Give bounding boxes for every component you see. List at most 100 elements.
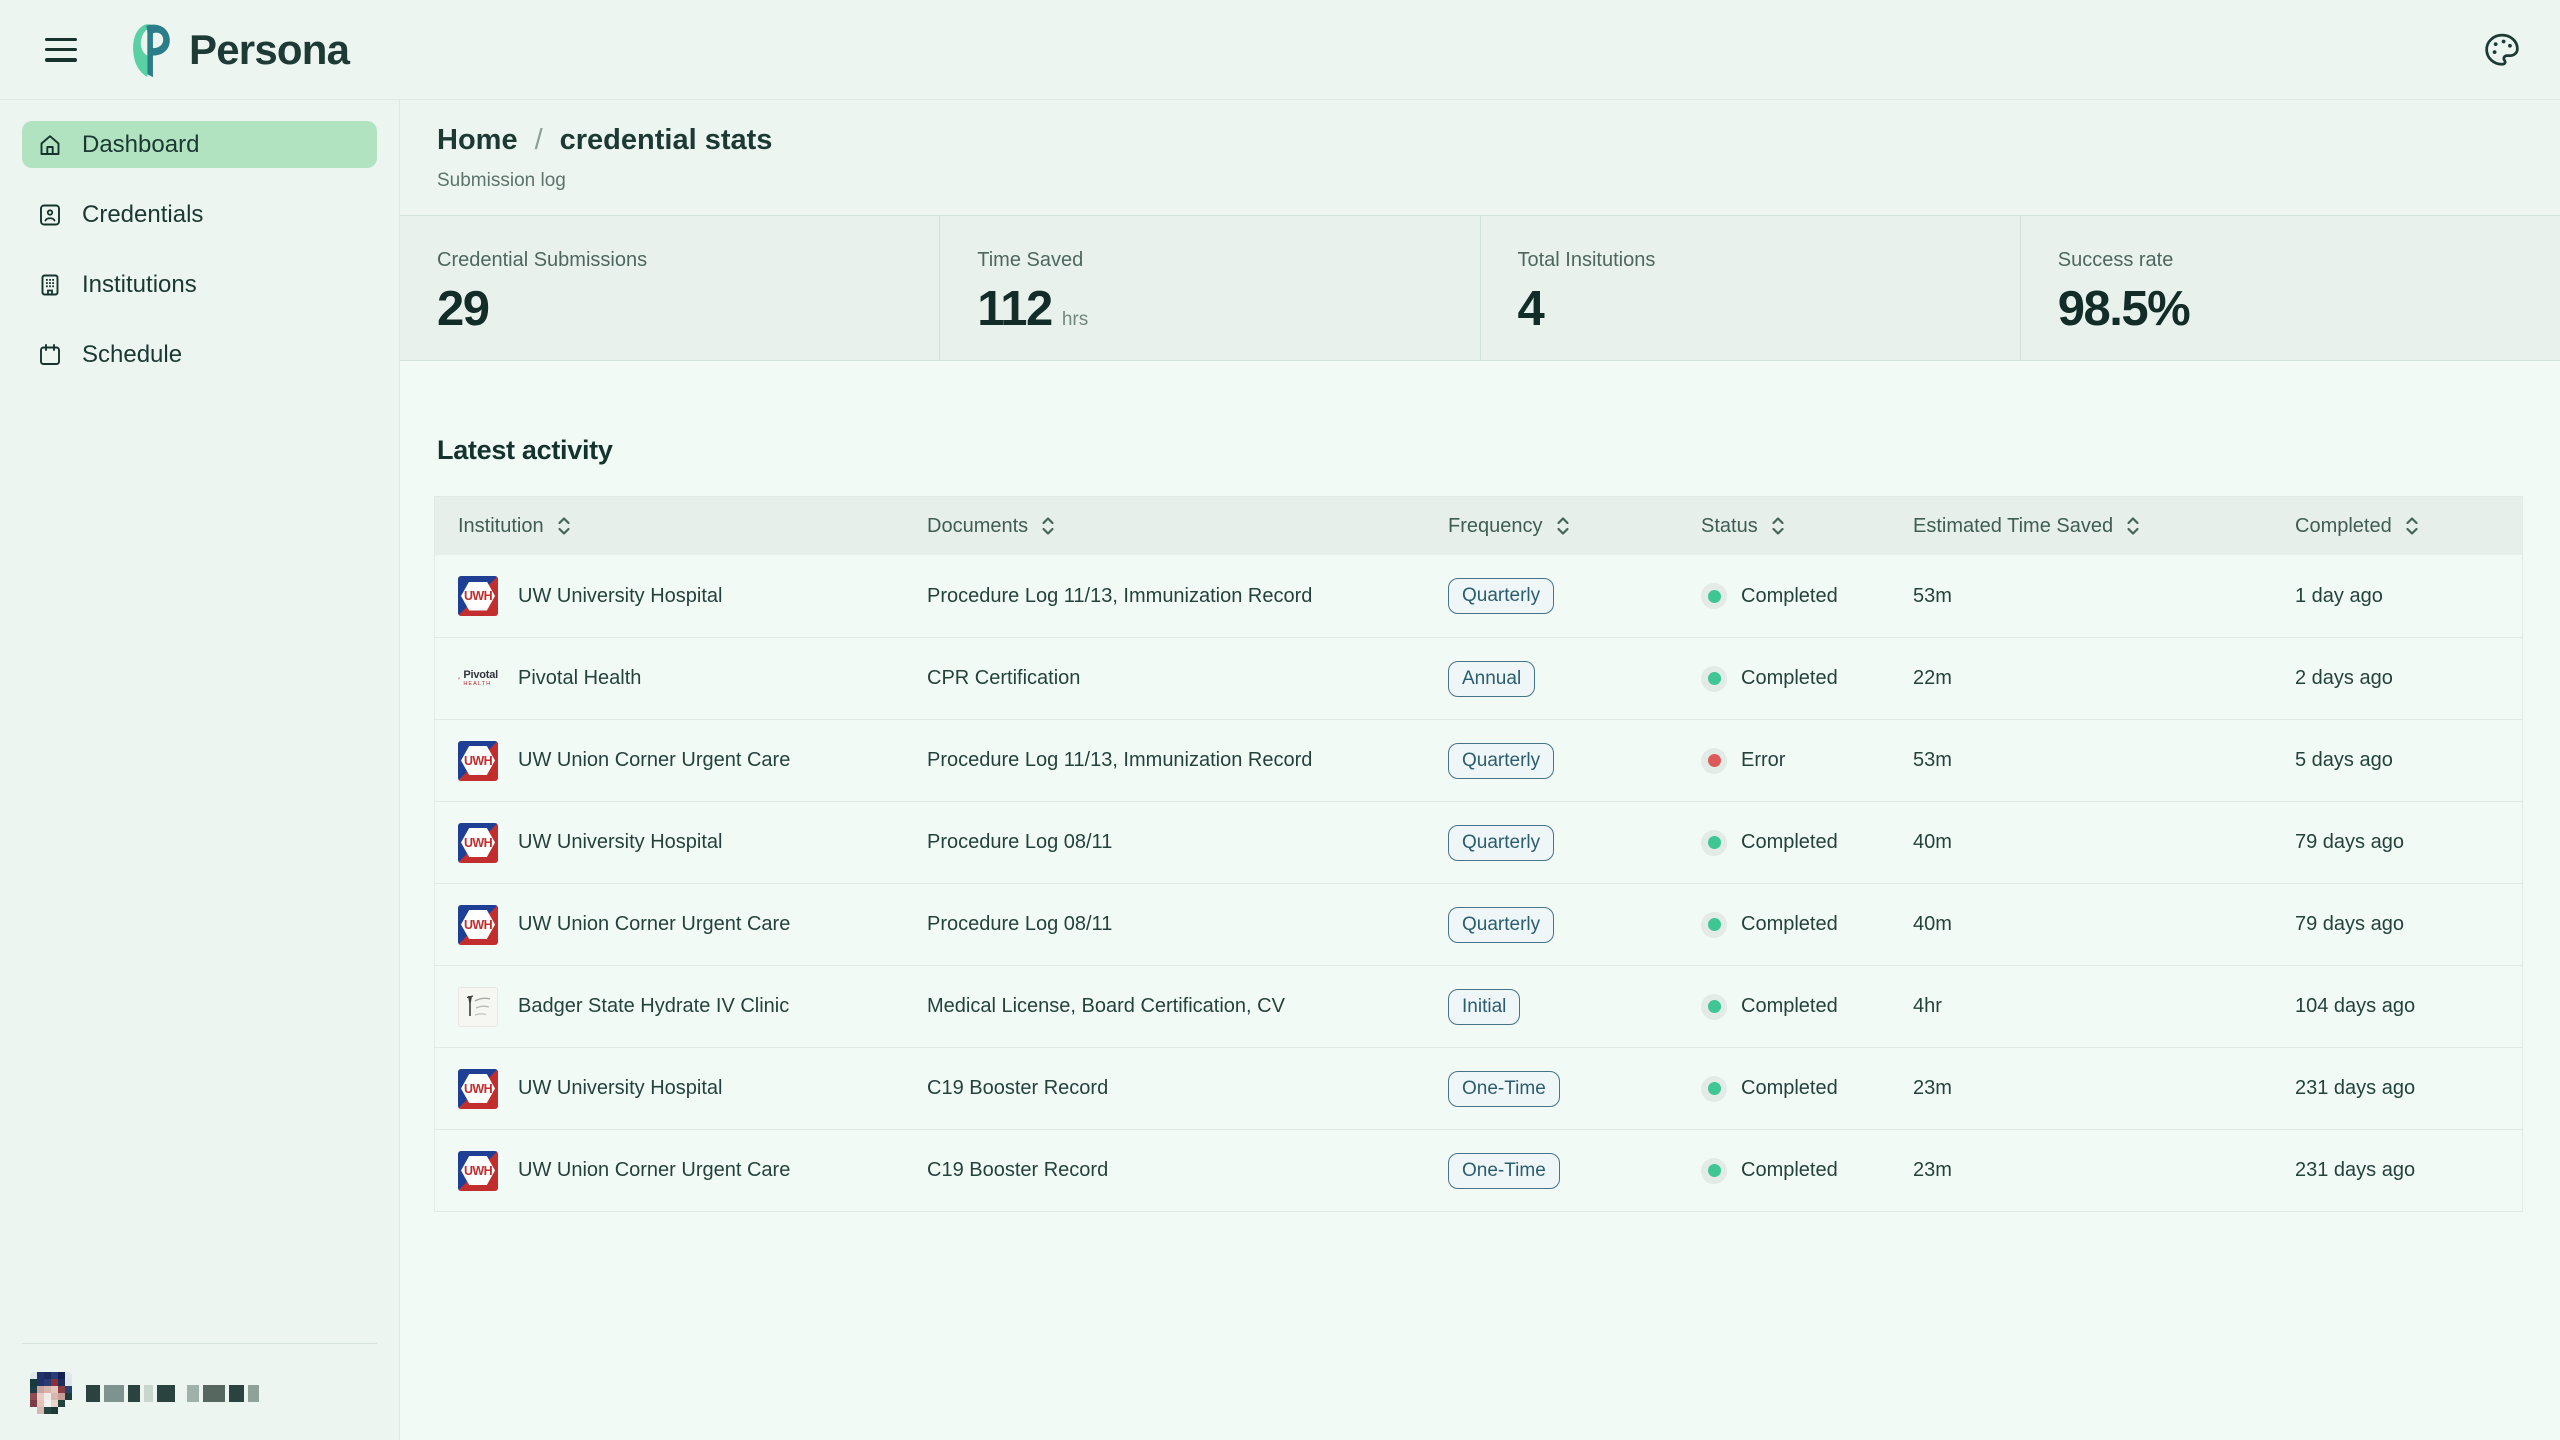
column-header-frequency[interactable]: Frequency [1425, 514, 1678, 538]
status-label: Completed [1741, 831, 1838, 854]
breadcrumb-home-link[interactable]: Home [437, 124, 518, 157]
institution-logo: UWH [458, 576, 498, 616]
column-header-institution[interactable]: Institution [435, 514, 904, 538]
institution-cell: UWH UW Union Corner Urgent Care [435, 905, 904, 945]
sidebar-item-institutions[interactable]: Institutions [22, 261, 377, 308]
table-row[interactable]: Badger State Hydrate IV Clinic Medical L… [435, 965, 2522, 1047]
status-dot-halo [1701, 912, 1727, 938]
sidebar-item-credentials[interactable]: Credentials [22, 191, 377, 238]
institution-name: UW Union Corner Urgent Care [518, 913, 790, 936]
app-header: Persona [0, 0, 2560, 100]
time-saved-cell: 4hr [1890, 995, 2272, 1018]
frequency-cell: One-Time [1425, 1071, 1678, 1107]
pivotal-health-logo: PivotalHEALTH [458, 659, 498, 699]
status-label: Completed [1741, 913, 1838, 936]
stat-value: 4 [1518, 281, 1544, 337]
column-header-completed[interactable]: Completed [2272, 514, 2522, 538]
avatar [30, 1372, 72, 1414]
table-row[interactable]: UWH UW Union Corner Urgent Care Procedur… [435, 883, 2522, 965]
institution-name: UW University Hospital [518, 831, 722, 854]
section-title: Latest activity [437, 433, 2523, 467]
stat-card-time-saved: Time Saved 112 hrs [940, 216, 1480, 360]
frequency-cell: Quarterly [1425, 743, 1678, 779]
institution-name: UW University Hospital [518, 585, 722, 608]
stat-card-total-institutions: Total Insitutions 4 [1481, 216, 2021, 360]
status-cell: Completed [1678, 912, 1890, 938]
breadcrumb-current: credential stats [560, 124, 773, 157]
completed-cell: 5 days ago [2272, 749, 2522, 772]
id-card-icon [37, 202, 63, 228]
status-dot [1708, 1000, 1721, 1013]
time-saved-cell: 53m [1890, 585, 2272, 608]
sidebar-item-label: Credentials [82, 201, 203, 229]
institution-name: Badger State Hydrate IV Clinic [518, 995, 789, 1018]
documents-cell: Procedure Log 08/11 [904, 831, 1425, 854]
table-row[interactable]: PivotalHEALTH Pivotal Health CPR Certifi… [435, 637, 2522, 719]
uwh-logo: UWH [458, 905, 498, 945]
sidebar-item-label: Institutions [82, 271, 197, 299]
documents-cell: Procedure Log 11/13, Immunization Record [904, 585, 1425, 608]
stat-card-success-rate: Success rate 98.5% [2021, 216, 2560, 360]
time-saved-cell: 40m [1890, 913, 2272, 936]
badger-clinic-logo [458, 987, 498, 1027]
institution-name: UW Union Corner Urgent Care [518, 749, 790, 772]
column-header-estimated-time-saved[interactable]: Estimated Time Saved [1890, 514, 2272, 538]
institution-cell: UWH UW University Hospital [435, 823, 904, 863]
institution-cell: UWH UW University Hospital [435, 576, 904, 616]
table-row[interactable]: UWH UW University Hospital Procedure Log… [435, 801, 2522, 883]
status-dot [1708, 1164, 1721, 1177]
sidebar-item-schedule[interactable]: Schedule [22, 331, 377, 378]
institution-name: UW University Hospital [518, 1077, 722, 1100]
table-row[interactable]: UWH UW Union Corner Urgent Care Procedur… [435, 719, 2522, 801]
sort-icon [1040, 514, 1056, 538]
status-label: Completed [1741, 667, 1838, 690]
institution-logo: UWH [458, 1151, 498, 1191]
table-row[interactable]: UWH UW Union Corner Urgent Care C19 Boos… [435, 1129, 2522, 1211]
column-header-status[interactable]: Status [1678, 514, 1890, 538]
frequency-badge: One-Time [1448, 1071, 1560, 1107]
sort-icon [1770, 514, 1786, 538]
status-cell: Error [1678, 748, 1890, 774]
institution-logo: UWH [458, 905, 498, 945]
sort-icon [2125, 514, 2141, 538]
hamburger-menu-icon[interactable] [45, 38, 77, 62]
frequency-badge: One-Time [1448, 1153, 1560, 1189]
sidebar-item-label: Dashboard [82, 131, 199, 159]
sidebar-item-dashboard[interactable]: Dashboard [22, 121, 377, 168]
completed-cell: 1 day ago [2272, 585, 2522, 608]
frequency-cell: Initial [1425, 989, 1678, 1025]
breadcrumb-separator: / [535, 124, 543, 157]
status-dot-halo [1701, 666, 1727, 692]
institution-cell: PivotalHEALTH Pivotal Health [435, 659, 904, 699]
table-row[interactable]: UWH UW University Hospital Procedure Log… [435, 555, 2522, 637]
status-dot-halo [1701, 583, 1727, 609]
documents-cell: Medical License, Board Certification, CV [904, 995, 1425, 1018]
page-subtitle: Submission log [437, 170, 2560, 192]
status-label: Completed [1741, 585, 1838, 608]
status-dot-halo [1701, 1158, 1727, 1184]
app-title: Persona [189, 26, 349, 74]
status-dot [1708, 754, 1721, 767]
documents-cell: CPR Certification [904, 667, 1425, 690]
frequency-badge: Initial [1448, 989, 1520, 1025]
status-cell: Completed [1678, 1158, 1890, 1184]
table-body: UWH UW University Hospital Procedure Log… [435, 555, 2522, 1211]
frequency-cell: Quarterly [1425, 825, 1678, 861]
frequency-badge: Quarterly [1448, 825, 1554, 861]
completed-cell: 79 days ago [2272, 831, 2522, 854]
documents-cell: C19 Booster Record [904, 1077, 1425, 1100]
user-profile[interactable] [0, 1372, 399, 1414]
column-header-documents[interactable]: Documents [904, 514, 1425, 538]
documents-cell: C19 Booster Record [904, 1159, 1425, 1182]
stat-label: Success rate [2058, 249, 2560, 272]
uwh-logo: UWH [458, 1151, 498, 1191]
home-icon [37, 132, 63, 158]
institution-logo: UWH [458, 741, 498, 781]
status-dot-halo [1701, 748, 1727, 774]
table-row[interactable]: UWH UW University Hospital C19 Booster R… [435, 1047, 2522, 1129]
theme-palette-button[interactable] [2484, 33, 2520, 67]
institution-cell: Badger State Hydrate IV Clinic [435, 987, 904, 1027]
status-label: Completed [1741, 995, 1838, 1018]
status-cell: Completed [1678, 994, 1890, 1020]
completed-cell: 79 days ago [2272, 913, 2522, 936]
